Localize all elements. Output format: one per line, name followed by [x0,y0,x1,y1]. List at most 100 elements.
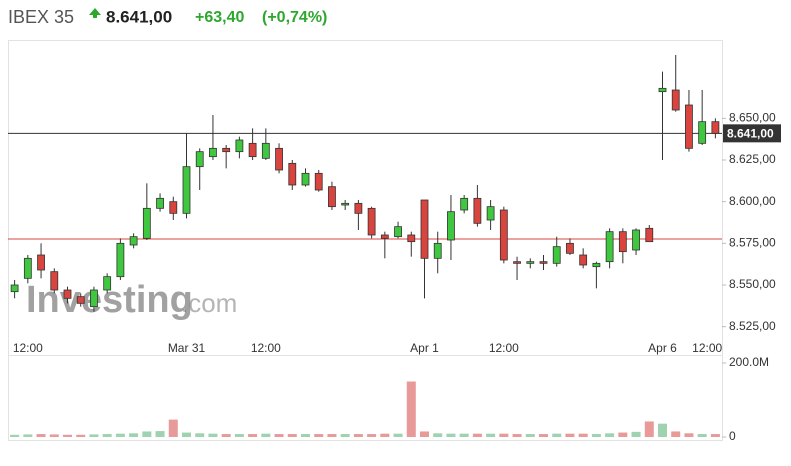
candle-body [209,147,217,158]
candle-body [513,261,521,264]
volume-bar [420,431,429,437]
candle-body [698,121,707,144]
volume-bar [248,434,258,437]
volume-tick-label: 0 [729,429,736,443]
candle-body [301,172,310,186]
volume-bar [710,434,720,437]
volume-bar [367,434,377,437]
volume-bar [393,433,403,437]
candle-body [354,202,363,214]
volume-bar [631,431,641,437]
candle-body [685,104,693,149]
candle-body [420,199,429,259]
candle-body [605,231,614,263]
volume-bar [89,434,99,437]
volume-bar [406,381,416,437]
volume-bar [115,433,125,437]
volume-bar [486,433,496,437]
volume-bar [314,434,324,437]
volume-bar [261,433,271,437]
y-tick-label: 8.525,00 [729,319,776,333]
candle-body [380,234,389,239]
candle-body [579,254,588,266]
volume-bar [446,433,456,437]
x-tick-label: 12:00 [251,341,281,355]
candle-body [90,289,98,308]
volume-bar [221,434,231,437]
last-price-label: 8.641,00 [727,127,774,141]
candle-body [248,142,257,158]
volume-bar [644,421,654,437]
candle-body [23,257,32,279]
candle-body [195,151,204,168]
y-tick-label: 8.550,00 [729,277,776,291]
candle-body [552,246,561,264]
candle-body [261,142,270,159]
candle-body [407,234,416,243]
volume-bar [340,434,350,437]
volume-bar [499,433,509,437]
watermark-suffix: .com [181,288,237,318]
chart-title: IBEX 35 [8,7,74,27]
volume-bar [10,434,20,437]
y-tick-label: 8.650,00 [729,111,776,125]
volume-bar [618,432,628,437]
candle-body [156,197,164,209]
candle-body [314,172,323,191]
volume-bar [565,433,575,437]
price: 8.641,00 [106,7,172,26]
candle-body [658,87,667,93]
volume-bar [433,433,443,437]
candle-body [592,262,601,268]
candle-body [632,229,640,251]
volume-bar [234,434,244,437]
candle-body [460,197,469,211]
volume-bar [671,431,681,437]
volume-bar [658,423,667,437]
candle-body [341,202,350,206]
volume-bar [301,434,310,437]
last-price-tag [723,124,781,143]
volume-bar [512,434,522,437]
candle-body [328,186,336,208]
volume-bar [578,433,588,437]
volume-bar [605,433,615,437]
up-arrow [89,8,101,18]
candle-body [671,89,680,111]
volume-bar [23,434,33,437]
candle-body [103,276,112,291]
volume-bar [525,434,535,437]
candle-body [235,139,244,153]
candle-body [37,254,45,271]
volume-bar [697,434,707,437]
x-tick-label: Mar 31 [168,341,206,355]
candle-body [222,147,231,153]
candle-body [645,227,654,243]
volume-bar [459,433,469,437]
candle-body [63,289,72,299]
candle-body [539,261,548,264]
volume-bar [168,419,178,437]
change-percent: (+0,74%) [262,9,327,26]
candle-body [394,226,402,238]
candle-body [367,207,376,236]
candle-body [116,242,125,278]
volume-bar [208,433,218,437]
x-tick-label: 12:00 [489,341,519,355]
x-tick-label: 12:00 [692,341,722,355]
x-tick-label: 12:00 [13,341,43,355]
candle-body [275,147,283,171]
candle-body [76,296,85,304]
volume-bar [591,434,601,437]
volume-bar [274,434,284,437]
candle-body [288,162,297,186]
candle-body [129,236,138,246]
volume-bar [472,433,482,437]
volume-bar [102,434,112,437]
volume-bar [684,433,694,437]
candle-body [473,197,482,224]
volume-bar [49,434,59,437]
volume-bar [63,434,72,437]
candle-body [433,242,442,259]
